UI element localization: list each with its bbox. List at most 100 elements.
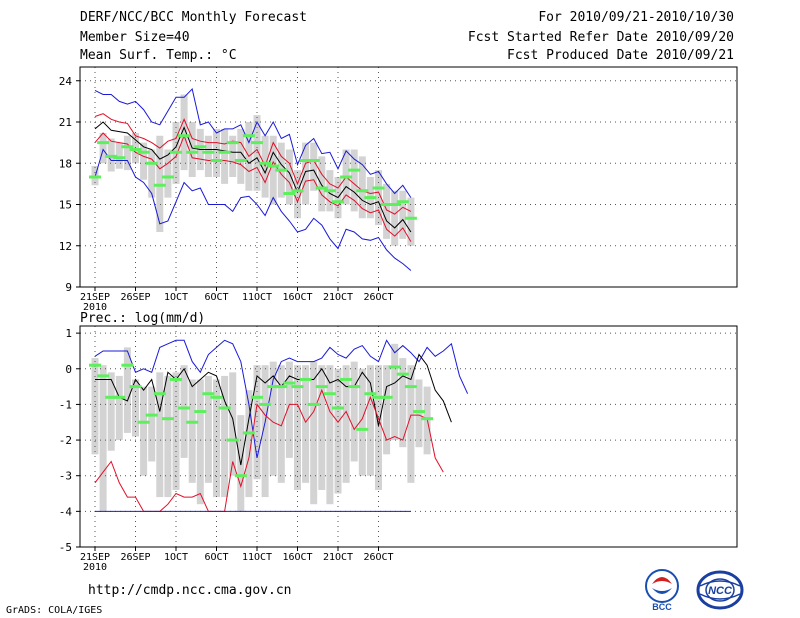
median-mark bbox=[210, 395, 223, 399]
spread-box bbox=[180, 94, 188, 171]
median-mark bbox=[340, 377, 353, 381]
plot-frame bbox=[79, 66, 738, 288]
spread-box bbox=[358, 368, 366, 476]
median-mark bbox=[210, 159, 223, 162]
median-mark bbox=[97, 141, 110, 145]
source-url[interactable]: http://cmdp.ncc.cma.gov.cn bbox=[88, 583, 292, 598]
spread-box bbox=[221, 128, 229, 184]
median-mark bbox=[153, 392, 166, 396]
x-tick-label: 16OCT bbox=[282, 552, 312, 563]
y-tick-label: 24 bbox=[59, 75, 73, 88]
bcc-logo-icon: BCC bbox=[645, 569, 679, 612]
median-mark bbox=[315, 186, 328, 190]
median-mark bbox=[348, 168, 361, 172]
spread-box bbox=[383, 365, 391, 455]
median-mark bbox=[202, 150, 215, 154]
median-mark bbox=[283, 381, 296, 385]
x-tick-label: 16OCT bbox=[282, 292, 312, 303]
x-tick-label: 11OCT bbox=[242, 552, 272, 563]
spread-box bbox=[221, 375, 229, 498]
y-tick-label: 12 bbox=[59, 240, 72, 253]
spread-box bbox=[164, 149, 172, 198]
series-line-min bbox=[94, 148, 412, 271]
median-mark bbox=[251, 395, 263, 399]
spread-box bbox=[148, 386, 156, 462]
median-mark bbox=[121, 145, 134, 149]
spread-box bbox=[269, 361, 277, 476]
spread-box bbox=[277, 365, 285, 483]
produced-date-label: Fcst Produced Date 2010/09/21 bbox=[507, 48, 734, 63]
x-tick-label: 26SEP bbox=[120, 292, 150, 303]
ncc-logo-icon: NCC bbox=[696, 570, 744, 610]
median-mark bbox=[137, 150, 150, 154]
spread-box bbox=[123, 135, 131, 171]
spread-box bbox=[302, 142, 310, 205]
spread-box bbox=[123, 347, 131, 433]
series-line-max bbox=[94, 87, 412, 198]
variable-label: Mean Surf. Temp.: °C bbox=[80, 48, 237, 63]
member-size-label: Member Size=40 bbox=[80, 30, 190, 45]
valid-period-label: For 2010/09/21-2010/10/30 bbox=[538, 10, 734, 25]
series-line-mean bbox=[94, 121, 412, 233]
x-tick-label: 26OCT bbox=[363, 292, 393, 303]
median-mark bbox=[234, 159, 247, 162]
spread-box bbox=[285, 361, 293, 458]
spread-box bbox=[350, 361, 358, 462]
chart-panel-0: 9 12 15 18 21 24 21SEP 26SEP 1OCT 6OCT 11OCT 16OCT 2… bbox=[59, 66, 738, 313]
spread-box bbox=[229, 135, 237, 177]
median-mark bbox=[137, 420, 150, 424]
spread-box bbox=[310, 361, 318, 505]
spread-box bbox=[294, 170, 301, 219]
median-mark bbox=[186, 420, 199, 424]
median-mark bbox=[178, 134, 191, 138]
spread-box bbox=[213, 379, 220, 498]
median-mark bbox=[283, 192, 296, 195]
grads-credit: GrADS: COLA/IGES bbox=[6, 605, 103, 616]
median-mark bbox=[275, 385, 288, 389]
spread-box bbox=[99, 365, 107, 512]
precip-title: Prec.: log(mm/d) bbox=[80, 311, 205, 326]
median-mark bbox=[388, 365, 401, 369]
x-tick-label: 26OCT bbox=[363, 552, 393, 563]
x-tick-label: 6OCT bbox=[204, 552, 228, 563]
median-mark bbox=[202, 392, 215, 396]
median-mark bbox=[145, 413, 158, 417]
y-tick-label: 18 bbox=[59, 157, 72, 170]
median-mark bbox=[332, 406, 344, 410]
median-mark bbox=[105, 154, 118, 158]
median-mark bbox=[194, 145, 207, 149]
x-tick-label: 21OCT bbox=[323, 552, 353, 563]
spread-box bbox=[253, 365, 261, 480]
spread-box bbox=[342, 365, 350, 483]
y-tick-label: -1 bbox=[59, 398, 72, 411]
spread-box bbox=[399, 358, 407, 448]
spread-box bbox=[115, 375, 123, 441]
x-tick-label: 21SEP bbox=[80, 552, 110, 563]
median-mark bbox=[170, 150, 182, 154]
spread-box bbox=[188, 379, 196, 483]
chart-title: DERF/NCC/BCC Monthly Forecast bbox=[80, 10, 307, 25]
spread-box bbox=[180, 365, 188, 458]
median-mark bbox=[170, 377, 182, 381]
median-mark bbox=[89, 363, 101, 367]
y-tick-label: 15 bbox=[59, 199, 72, 212]
spread-box bbox=[269, 135, 277, 205]
spread-box bbox=[326, 365, 334, 505]
median-mark bbox=[332, 200, 344, 204]
spread-box bbox=[375, 365, 382, 490]
median-mark bbox=[218, 150, 231, 154]
median-mark bbox=[396, 372, 409, 376]
median-mark bbox=[153, 183, 166, 187]
spread-box bbox=[156, 372, 164, 498]
x-year-label: 2010 bbox=[83, 302, 107, 313]
series-line-mean bbox=[95, 353, 452, 466]
y-tick-label: -2 bbox=[59, 434, 72, 447]
plot-frame bbox=[79, 325, 738, 548]
x-tick-label: 1OCT bbox=[164, 292, 188, 303]
median-mark bbox=[226, 141, 239, 145]
y-tick-label: -4 bbox=[59, 505, 73, 518]
bcc-logo-text: BCC bbox=[652, 602, 672, 612]
median-mark bbox=[129, 385, 142, 389]
y-tick-label: 0 bbox=[65, 363, 72, 376]
spread-box bbox=[261, 365, 269, 498]
